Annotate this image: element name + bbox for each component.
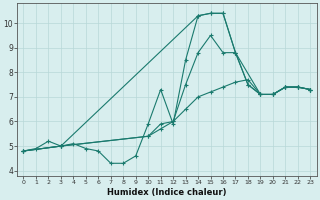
X-axis label: Humidex (Indice chaleur): Humidex (Indice chaleur) (107, 188, 227, 197)
